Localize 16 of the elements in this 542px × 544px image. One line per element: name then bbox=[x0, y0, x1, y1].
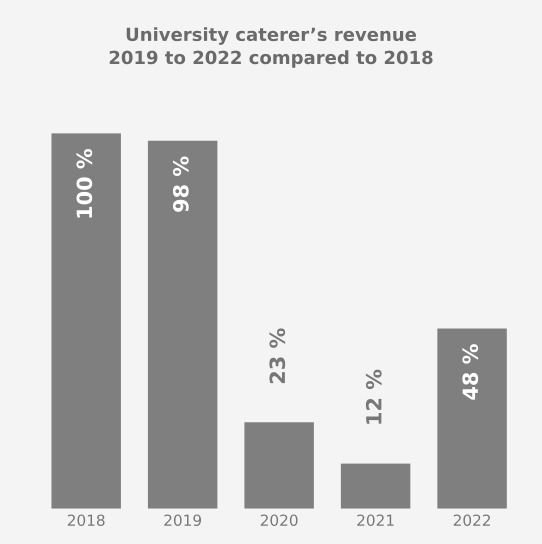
data-label: 23 % bbox=[269, 328, 286, 384]
x-tick-label: 2020 bbox=[260, 514, 298, 526]
data-label: 100 % bbox=[76, 148, 92, 218]
data-label: 12 % bbox=[366, 370, 382, 424]
x-tick-label: 2018 bbox=[68, 514, 105, 526]
x-tick-label: 2019 bbox=[164, 514, 202, 526]
chart-title: University caterer’s revenue 2019 to 2022 compared to 2018 bbox=[110, 27, 433, 68]
data-label: 48 % bbox=[462, 344, 478, 400]
bar bbox=[148, 140, 218, 509]
bar bbox=[244, 422, 314, 509]
x-tick-label: 2021 bbox=[357, 514, 394, 526]
bar bbox=[340, 464, 410, 509]
bar bbox=[437, 328, 507, 509]
bar bbox=[51, 133, 121, 509]
x-tick-label: 2022 bbox=[454, 514, 490, 526]
data-label: 98 % bbox=[172, 156, 189, 212]
